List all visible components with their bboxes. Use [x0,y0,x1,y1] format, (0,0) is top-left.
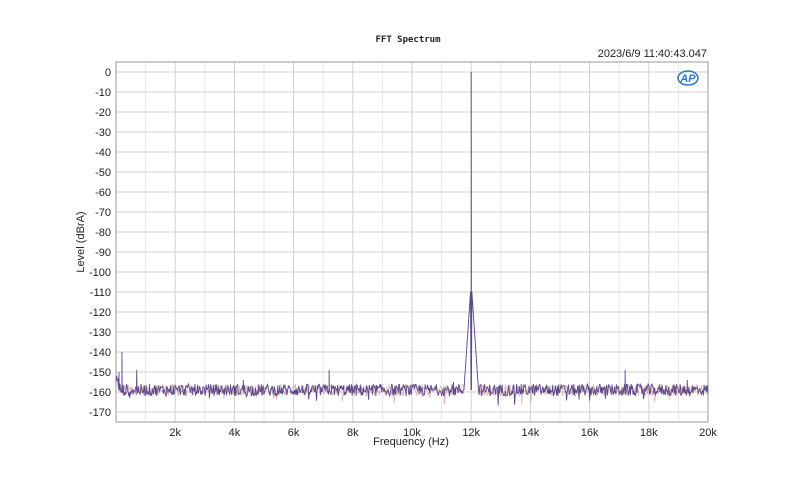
chart-title: FFT Spectrum [375,35,441,45]
y-tick-label: -140 [89,347,111,359]
y-tick-label: -90 [95,247,111,259]
y-tick-label: -20 [95,107,111,119]
y-tick-label: -80 [95,227,111,239]
y-tick-label: -10 [95,87,111,99]
grid-lines [116,62,708,422]
y-tick-label: -40 [95,147,111,159]
y-tick-label: -150 [89,367,111,379]
y-tick-labels: 0 -10 -20 -30 -40 -50 -60 -70 -80 -90 -100 -110 -120… [89,67,111,419]
x-tick-label: 4k [229,427,241,439]
y-tick-label: -120 [89,307,111,319]
x-tick-label: 10k [403,427,421,439]
ap-logo-text: AP [679,73,696,85]
x-tick-labels: 2k 4k 6k 8k 10k 12k 14k 16k 18k 20k [169,427,717,439]
x-tick-label: 12k [462,427,480,439]
y-tick-label: -170 [89,407,111,419]
x-tick-label: 16k [581,427,599,439]
y-tick-label: -110 [90,287,111,299]
y-tick-label: 0 [105,67,111,79]
y-tick-label: -50 [95,167,111,179]
x-tick-label: 18k [640,427,658,439]
y-tick-label: -30 [95,127,111,139]
x-tick-label: 2k [169,427,181,439]
series-lines [115,71,709,406]
x-tick-label: 20k [699,427,717,439]
x-tick-label: 6k [288,427,300,439]
ap-logo: AP [677,70,699,86]
y-tick-label: -100 [89,267,111,279]
timestamp-label: 2023/6/9 11:40:43.047 [598,48,707,60]
x-tick-label: 14k [522,427,540,439]
series-line-primary [115,71,709,406]
ap-logo-ring [677,70,699,86]
y-tick-label: -70 [95,207,111,219]
y-axis-title: Level (dBrA) [75,211,87,272]
x-tick-label: 8k [347,427,359,439]
y-tick-label: -160 [89,387,111,399]
y-tick-label: -60 [95,187,111,199]
plot-frame [115,61,709,423]
y-tick-label: -130 [89,327,111,339]
x-axis-title: Frequency (Hz) [373,436,449,448]
